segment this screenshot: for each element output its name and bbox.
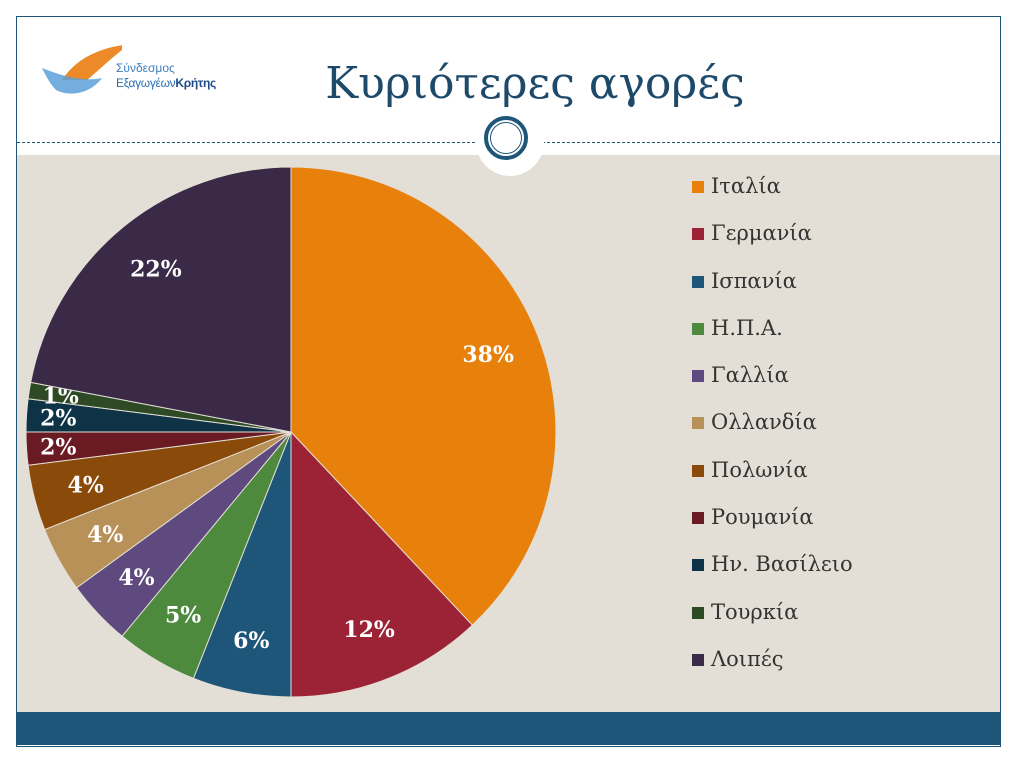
legend-item: Ην. Βασίλειο [692,552,853,599]
legend-item: Γαλλία [692,363,853,410]
pie-slice [290,166,557,626]
divider-circle-ornament [476,108,544,176]
logo-wing-icon [42,44,130,94]
legend-swatch [692,275,704,288]
legend-label: Πολωνία [711,457,808,482]
legend-swatch [692,464,704,477]
legend-item: Τουρκία [692,600,853,647]
legend-label: Ισπανία [711,268,797,293]
pie-slice [30,166,292,433]
data-label: 5% [165,602,201,628]
legend-label: Τουρκία [711,599,799,624]
data-label: 4% [68,473,104,499]
legend-item: Λοιπές [692,647,853,694]
logo: Σύνδεσμος ΕξαγωγέωνΚρήτης [42,42,232,102]
legend: Ιταλία Γερμανία Ισπανία Η.Π.Α. Γαλλία Ολλανδί… [692,174,853,694]
legend-item: Ιταλία [692,174,853,221]
legend-label: Ολλανδία [711,410,817,435]
legend-swatch [692,559,704,572]
legend-swatch [692,181,704,193]
footer-bar [17,712,1000,745]
legend-label: Λοιπές [711,646,784,671]
data-label: 2% [40,435,76,461]
legend-swatch [692,228,704,241]
legend-item: Ρουμανία [692,505,853,552]
pie-slice [290,430,474,698]
legend-swatch [692,653,704,666]
legend-swatch [692,322,704,335]
legend-swatch [692,512,704,525]
page-title: Κυριότερες αγορές [325,58,745,109]
legend-label: Ην. Βασίλειο [711,552,853,577]
legend-swatch [692,370,704,383]
legend-swatch [692,606,704,619]
legend-item: Πολωνία [692,458,853,505]
legend-label: Ιταλία [711,174,781,198]
legend-label: Γαλλία [711,363,789,388]
legend-item: Ισπανία [692,269,853,316]
data-label: 22% [130,257,182,283]
legend-item: Ολλανδία [692,410,853,457]
legend-item: Γερμανία [692,221,853,268]
data-label: 4% [87,522,123,548]
data-label: 6% [233,628,269,654]
data-label: 4% [118,565,154,591]
legend-label: Ρουμανία [711,505,814,530]
legend-swatch [692,417,704,430]
legend-label: Η.Π.Α. [711,315,783,340]
legend-item: Η.Π.Α. [692,316,853,363]
legend-label: Γερμανία [711,221,812,246]
data-label: 2% [40,405,76,431]
data-label: 38% [462,342,514,368]
data-label: 12% [343,617,395,643]
